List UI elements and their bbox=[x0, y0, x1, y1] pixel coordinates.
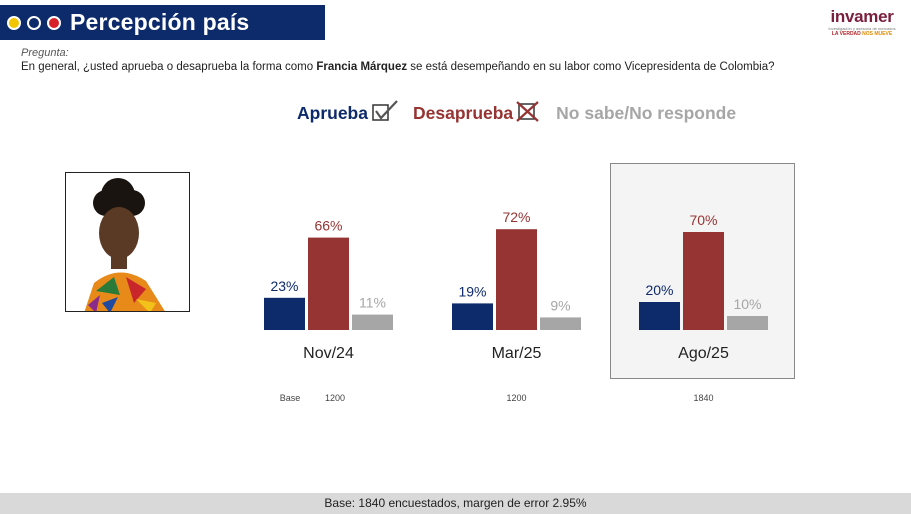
data-label-nosabe-3: 10% bbox=[733, 296, 761, 312]
base-value-2: 1200 bbox=[506, 393, 526, 403]
blue-dot-icon bbox=[27, 15, 41, 30]
question-subject: Francia Márquez bbox=[316, 61, 408, 73]
bar-aprueba-1 bbox=[264, 297, 305, 330]
logo-subtitle: Investigación y asesoría de mercados bbox=[828, 26, 896, 31]
base-value-3: 1840 bbox=[693, 393, 713, 403]
bar-desaprueba-2 bbox=[496, 229, 537, 330]
base-value-1: 1200 bbox=[325, 393, 345, 403]
bar-nosabe-3 bbox=[727, 316, 768, 330]
data-label-aprueba-3: 20% bbox=[645, 282, 673, 298]
data-label-desaprueba-2: 72% bbox=[502, 209, 530, 225]
logo-tagline: LA VERDAD NOS MUEVE bbox=[831, 31, 893, 37]
bar-nosabe-2 bbox=[540, 317, 581, 330]
data-label-nosabe-2: 9% bbox=[550, 297, 570, 313]
bar-desaprueba-1 bbox=[308, 237, 349, 330]
data-label-aprueba-1: 23% bbox=[270, 278, 298, 294]
data-label-desaprueba-1: 66% bbox=[314, 218, 342, 234]
header-bar: Percepción país bbox=[0, 5, 325, 40]
question-label: Pregunta: bbox=[21, 47, 69, 59]
category-label-2: Mar/25 bbox=[492, 345, 542, 362]
question-text: En general, ¿usted aprueba o desaprueba … bbox=[21, 61, 775, 73]
bar-aprueba-3 bbox=[639, 302, 680, 330]
yellow-dot-icon bbox=[7, 15, 21, 30]
person-photo bbox=[65, 172, 190, 312]
category-label-1: Nov/24 bbox=[303, 345, 354, 362]
legend-item-desaprueba: Desaprueba bbox=[413, 100, 542, 127]
footer-text: Base: 1840 encuestados, margen de error … bbox=[324, 496, 587, 510]
category-label-3: Ago/25 bbox=[678, 345, 729, 362]
footer-bar: Base: 1840 encuestados, margen de error … bbox=[0, 493, 911, 514]
legend-item-nosabe: No sabe/No responde bbox=[556, 103, 736, 124]
checked-box-icon bbox=[371, 100, 399, 127]
legend-label-desaprueba: Desaprueba bbox=[412, 103, 514, 123]
bar-nosabe-1 bbox=[352, 314, 393, 330]
chart-legend: Aprueba Desaprueba No sabe/No responde bbox=[297, 100, 750, 127]
data-label-desaprueba-3: 70% bbox=[689, 212, 717, 228]
crossed-box-icon bbox=[516, 100, 542, 127]
red-dot-icon bbox=[47, 15, 61, 30]
data-label-nosabe-1: 11% bbox=[359, 295, 386, 311]
page-title: Percepción país bbox=[70, 9, 250, 35]
legend-item-aprueba: Aprueba bbox=[297, 100, 399, 127]
bar-desaprueba-3 bbox=[683, 232, 724, 330]
legend-label-nosabe: No sabe/No responde bbox=[556, 103, 737, 123]
logo-name: invamer bbox=[830, 7, 894, 26]
data-label-aprueba-2: 19% bbox=[458, 283, 486, 299]
base-label: Base bbox=[280, 393, 301, 403]
invamer-logo: invamer Investigación y asesoría de merc… bbox=[827, 8, 897, 38]
bar-aprueba-2 bbox=[452, 303, 493, 330]
legend-label-aprueba: Aprueba bbox=[297, 103, 368, 123]
